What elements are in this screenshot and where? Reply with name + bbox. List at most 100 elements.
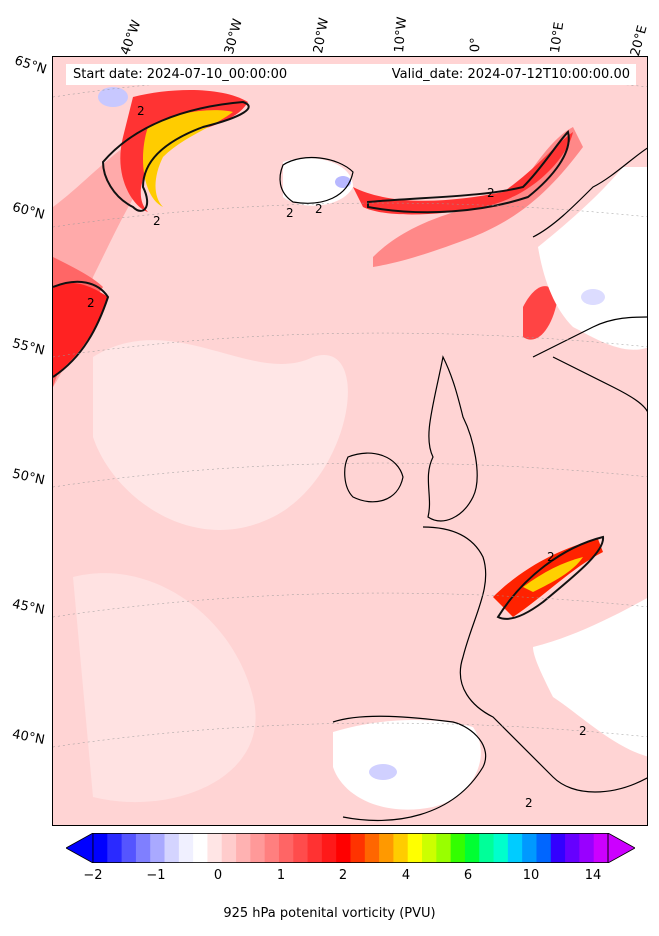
- latitude-label-40n: 40°N: [10, 727, 46, 748]
- colorbar-swatch: [436, 833, 452, 863]
- colorbar-swatch: [522, 833, 537, 863]
- colorbar-swatch: [236, 833, 251, 863]
- colorbar-swatch: [135, 833, 151, 863]
- colorbar-swatch: [121, 833, 137, 863]
- colorbar-under-arrow: [66, 833, 94, 863]
- contour-label: 2: [153, 214, 161, 228]
- colorbar-swatch: [565, 833, 580, 863]
- valid-date-text: Valid_date: 2024-07-12T10:00:00.00: [391, 67, 630, 82]
- info-bar: Start date: 2024-07-10_00:00:00 Valid_da…: [66, 64, 636, 85]
- pv-band: [53, 282, 108, 377]
- scandinavia-land: [538, 167, 647, 350]
- contour-2pvu: [367, 130, 570, 214]
- colorbar: [66, 833, 635, 863]
- colorbar-swatch: [364, 833, 380, 863]
- latitude-label-65n: 65°N: [12, 53, 49, 78]
- colorbar-swatch: [393, 833, 409, 863]
- longitude-label-10w: 10°W: [392, 16, 411, 54]
- colorbar-swatch: [536, 833, 552, 863]
- negative-pv-patch: [581, 289, 605, 305]
- start-date-text: Start date: 2024-07-10_00:00:00: [73, 67, 288, 82]
- colorbar-swatch: [107, 833, 123, 863]
- map-canvas: 2 2 2 2 2 2 2 2 2: [53, 57, 647, 825]
- denmark-coast: [552, 356, 647, 413]
- longitude-label-0: 0°: [468, 37, 484, 53]
- colorbar-tick: 14: [584, 868, 602, 883]
- colorbar-swatch: [250, 833, 266, 863]
- latitude-label-55n: 55°N: [10, 336, 47, 359]
- contour-2pvu: [496, 535, 605, 620]
- colorbar-swatch: [379, 833, 394, 863]
- colorbar-swatch: [278, 833, 294, 863]
- colorbar-swatch: [150, 833, 166, 863]
- longitude-label-20w: 20°W: [311, 16, 333, 55]
- colorbar-swatch: [507, 833, 523, 863]
- light-region: [73, 573, 256, 803]
- colorbar-border: [92, 833, 609, 863]
- longitude-label-40w: 40°W: [118, 18, 145, 58]
- colorbar-swatch: [479, 833, 495, 863]
- colorbar-swatch: [207, 833, 223, 863]
- pv-band: [373, 127, 583, 267]
- iceland-coast: [279, 157, 354, 204]
- map-panel: 2 2 2 2 2 2 2 2 2: [52, 56, 648, 826]
- colorbar-swatch: [336, 833, 351, 863]
- contour-2pvu: [101, 100, 250, 212]
- colorbar-swatch: [350, 833, 366, 863]
- scandinavia-coast: [532, 147, 647, 358]
- continent-land: [533, 598, 647, 757]
- pv-band-core: [523, 557, 583, 592]
- negative-pv-patch: [335, 176, 351, 188]
- colorbar-swatch: [164, 833, 180, 863]
- longitude-label-10e: 10°E: [548, 21, 568, 55]
- britain-coast: [427, 355, 478, 522]
- latitude-label-50n: 50°N: [10, 466, 47, 489]
- iberia-land: [333, 720, 481, 810]
- colorbar-swatch: [593, 833, 609, 863]
- colorbar-tick: 1: [276, 868, 286, 883]
- iberia-coast: [332, 715, 487, 822]
- colorbar-swatch: [407, 833, 423, 863]
- contour-label: 2: [137, 104, 145, 118]
- pv-band: [353, 132, 573, 215]
- latitude-label-45n: 45°N: [10, 596, 46, 619]
- colorbar-over-arrow: [607, 833, 635, 863]
- latitude-label-60n: 60°N: [10, 200, 47, 223]
- contour-label: 2: [487, 186, 495, 200]
- contour-2pvu: [53, 280, 110, 378]
- colorbar-ticks: −2 −1 0 1 2 4 6 10 14: [0, 868, 659, 888]
- colorbar-swatch: [321, 833, 337, 863]
- colorbar-swatch: [293, 833, 309, 863]
- colorbar-swatch: [193, 833, 208, 863]
- colorbar-swatch: [264, 833, 280, 863]
- colorbar-swatch: [579, 833, 595, 863]
- contour-label: 2: [315, 202, 323, 216]
- colorbar-title: 925 hPa potenital vorticity (PVU): [223, 906, 436, 921]
- colorbar-swatch: [307, 833, 323, 863]
- colorbar-tick: 0: [213, 868, 223, 883]
- colorbar-swatch: [550, 833, 566, 863]
- colorbar-swatch: [422, 833, 437, 863]
- longitude-label-30w: 30°W: [222, 17, 246, 56]
- colorbar-tick: 10: [522, 868, 540, 883]
- colorbar-swatch: [93, 833, 108, 863]
- colorbar-swatch: [178, 833, 194, 863]
- pv-band: [523, 286, 558, 340]
- colorbar-swatch: [464, 833, 480, 863]
- colorbar-tick: 4: [401, 868, 411, 883]
- contour-label: 2: [547, 550, 555, 564]
- pv-band-core: [143, 110, 233, 207]
- colorbar-tick: 2: [338, 868, 348, 883]
- contour-label: 2: [525, 796, 533, 810]
- contour-label: 2: [87, 296, 95, 310]
- contour-label: 2: [286, 206, 294, 220]
- iceland-land: [283, 158, 353, 206]
- colorbar-tick: 6: [463, 868, 473, 883]
- colorbar-tick: −1: [146, 868, 166, 883]
- negative-pv-patch: [98, 87, 128, 107]
- continent-coast: [422, 526, 647, 793]
- negative-pv-patch: [369, 764, 397, 780]
- ireland-coast: [344, 452, 404, 503]
- longitude-label-20e: 20°E: [628, 23, 651, 58]
- light-region: [93, 340, 348, 530]
